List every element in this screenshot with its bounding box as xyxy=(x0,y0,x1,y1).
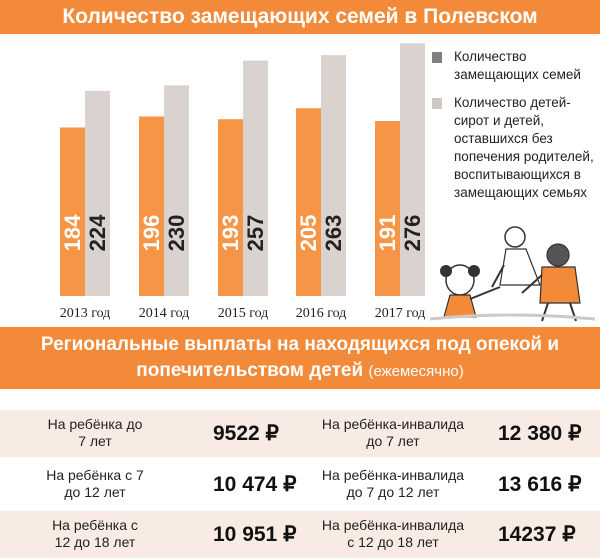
bar-families xyxy=(60,127,85,297)
payment-label: На ребёнка до 7 лет xyxy=(47,416,143,449)
payment-value: 13 616 ₽ xyxy=(498,473,582,496)
data-label: 276 xyxy=(400,215,425,252)
payment-label: На ребёнка с 12 до 18 лет xyxy=(52,517,138,550)
family-illustration xyxy=(430,226,595,322)
legend-label-children: Количество детей-сирот и детей, оставших… xyxy=(454,95,594,200)
data-label: 257 xyxy=(243,215,268,252)
payment-label: На ребёнка с 7 до 12 лет xyxy=(46,467,144,500)
bar-children xyxy=(85,90,110,296)
x-tick-label: 2015 год xyxy=(218,306,269,321)
payment-label: На ребёнка-инвалида до 7 до 12 лет xyxy=(321,467,465,500)
data-label: 191 xyxy=(375,215,400,252)
payment-value: 12 380 ₽ xyxy=(498,422,582,445)
bar-families xyxy=(375,121,400,296)
payments-title-text: Региональные выплаты на находящихся под … xyxy=(40,334,560,381)
data-label: 196 xyxy=(139,215,164,252)
data-label: 263 xyxy=(321,215,346,252)
x-tick-label: 2016 год xyxy=(296,306,347,321)
bar-chart: 184 224 2013 год 196 230 2014 год 193 257 2015 г… xyxy=(60,43,426,321)
payment-label: На ребёнка-инвалида с 12 до 18 лет xyxy=(321,517,465,550)
payment-row-2: На ребёнка с 7 до 12 лет 10 474 ₽ На реб… xyxy=(0,461,600,508)
payment-value: 14237 ₽ xyxy=(498,523,576,546)
bar-children xyxy=(164,85,189,296)
payments-title: Региональные выплаты на находящихся под … xyxy=(0,327,600,389)
data-label: 230 xyxy=(164,215,189,252)
x-tick-label: 2014 год xyxy=(139,306,190,321)
x-tick-label: 2017 год xyxy=(375,306,426,321)
payment-row-1: На ребёнка до 7 лет 9522 ₽ На ребёнка-ин… xyxy=(0,410,600,457)
data-label: 224 xyxy=(85,214,110,251)
data-label: 205 xyxy=(296,215,321,252)
legend-swatch-children xyxy=(432,98,442,109)
payment-value: 9522 ₽ xyxy=(213,422,279,445)
legend-label-families: Количество замещающих семей xyxy=(454,49,581,82)
bar-families xyxy=(218,119,243,296)
data-label: 184 xyxy=(60,214,85,251)
payments-subtitle: (ежемесячно) xyxy=(368,363,464,380)
bar-families xyxy=(139,116,164,297)
payment-row-3: На ребёнка с 12 до 18 лет 10 951 ₽ На ре… xyxy=(0,511,600,558)
bar-children xyxy=(400,43,425,297)
legend-swatch-families xyxy=(432,52,442,63)
x-tick-label: 2013 год xyxy=(60,306,111,321)
bar-families xyxy=(296,108,321,296)
data-label: 193 xyxy=(218,215,243,252)
payment-value: 10 951 ₽ xyxy=(213,523,297,546)
payment-label: На ребёнка-инвалида до 7 лет xyxy=(321,416,465,449)
chart-title: Количество замещающих семей в Полевском xyxy=(0,0,600,34)
bar-children xyxy=(321,55,346,297)
bar-children xyxy=(243,60,268,296)
payment-value: 10 474 ₽ xyxy=(213,473,297,496)
